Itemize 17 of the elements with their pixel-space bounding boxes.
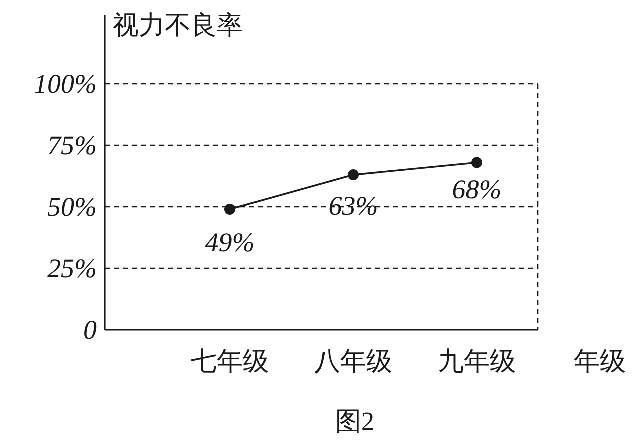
y-tick-label: 25% bbox=[48, 254, 97, 284]
y-tick-label: 100% bbox=[34, 69, 97, 99]
point bbox=[224, 204, 236, 215]
x-axis-title: 年级 bbox=[574, 347, 626, 376]
y-tick-label: 0 bbox=[84, 315, 98, 345]
x-tick-label: 八年级 bbox=[314, 347, 392, 376]
y-tick-label: 50% bbox=[48, 192, 97, 222]
data-label: 63% bbox=[328, 191, 378, 222]
data-label: 68% bbox=[452, 174, 502, 205]
point bbox=[348, 170, 359, 181]
data-label: 49% bbox=[205, 227, 255, 258]
x-tick-label: 九年级 bbox=[438, 347, 516, 376]
caption: 图2 bbox=[336, 407, 374, 436]
y-axis-title: 视力不良率 bbox=[113, 11, 243, 40]
x-tick-label: 七年级 bbox=[191, 347, 269, 376]
point bbox=[472, 157, 482, 168]
y-tick-label: 75% bbox=[48, 130, 97, 160]
